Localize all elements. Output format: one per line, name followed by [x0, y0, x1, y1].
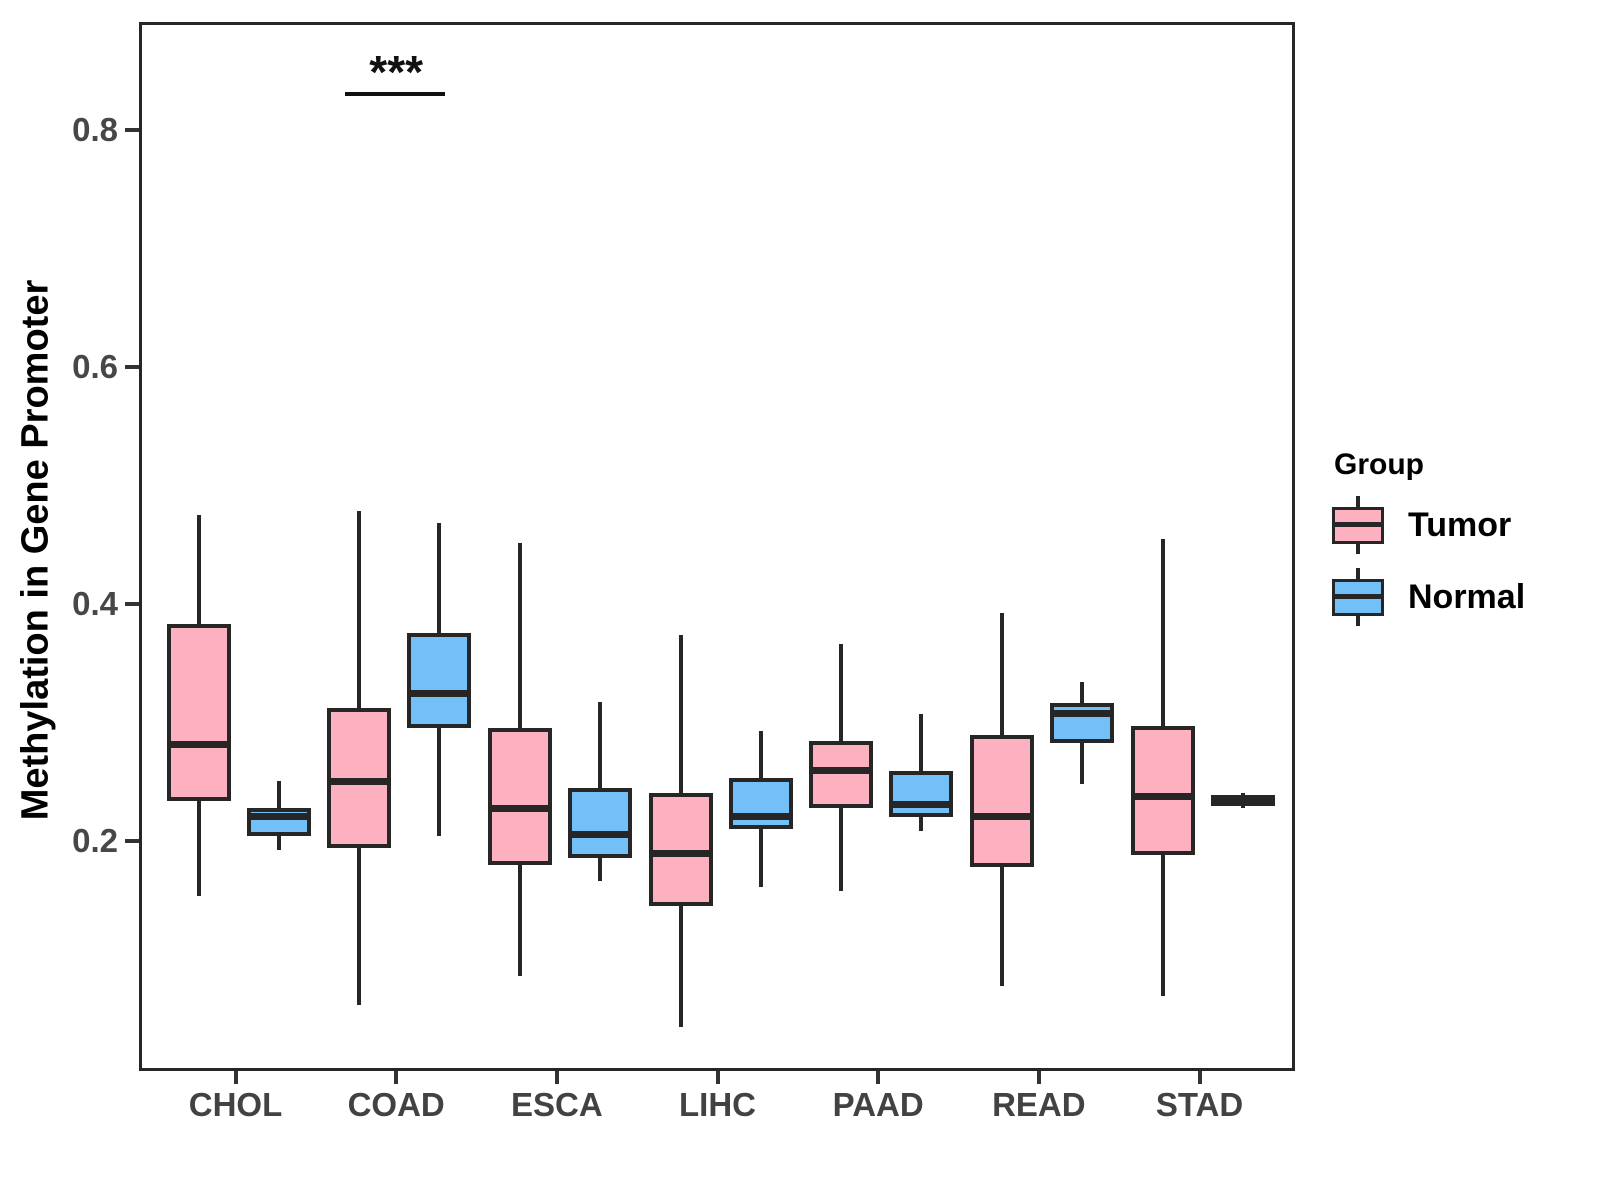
x-tick-label: LIHC — [679, 1086, 756, 1123]
box-ESCA-tumor — [487, 727, 552, 866]
median-READ-normal — [1049, 710, 1114, 718]
box-PAAD-normal — [889, 770, 954, 817]
median-LIHC-normal — [728, 813, 793, 821]
y-tick-label: 0.4 — [72, 584, 118, 622]
legend: Group Tumor Normal — [1332, 448, 1525, 640]
legend-item-label: Tumor — [1408, 505, 1512, 544]
x-tick-mark — [1197, 1071, 1202, 1084]
box-COAD-normal — [407, 633, 472, 728]
median-STAD-tumor — [1130, 793, 1195, 801]
x-tick-label: STAD — [1155, 1086, 1244, 1123]
median-READ-tumor — [969, 813, 1034, 821]
median-CHOL-normal — [246, 813, 311, 821]
median-ESCA-normal — [567, 831, 632, 839]
y-tick-label: 0.6 — [72, 347, 118, 385]
box-LIHC-tumor — [648, 793, 713, 906]
key-median — [1332, 594, 1384, 599]
median-ESCA-tumor — [487, 804, 552, 812]
legend-item-normal: Normal — [1332, 568, 1525, 626]
y-tick-label: 0.8 — [72, 110, 118, 148]
y-tick-mark — [125, 601, 139, 606]
x-tick-label: ESCA — [510, 1086, 603, 1123]
box-CHOL-tumor — [166, 623, 231, 802]
median-LIHC-tumor — [648, 850, 713, 858]
x-tick-mark — [233, 1071, 238, 1084]
box-PAAD-tumor — [809, 740, 874, 809]
box-CHOL-normal — [246, 808, 311, 836]
median-STAD-normal — [1210, 796, 1275, 804]
box-LIHC-normal — [728, 777, 793, 829]
box-STAD-tumor — [1130, 725, 1195, 855]
x-tick-label: PAAD — [832, 1086, 924, 1123]
median-COAD-tumor — [327, 777, 392, 785]
normal-boxplot-key-icon — [1332, 568, 1384, 626]
y-tick-label: 0.2 — [72, 822, 118, 860]
box-READ-normal — [1049, 702, 1114, 744]
legend-title: Group — [1334, 448, 1424, 481]
box-ESCA-normal — [567, 788, 632, 859]
y-tick-mark — [125, 364, 139, 369]
x-tick-label: COAD — [347, 1086, 445, 1123]
significance-stars: *** — [369, 45, 424, 98]
x-tick-mark — [715, 1071, 720, 1084]
box-READ-tumor — [969, 735, 1034, 867]
median-CHOL-tumor — [166, 740, 231, 748]
plot-panel — [139, 22, 1295, 1071]
median-PAAD-tumor — [809, 767, 874, 775]
legend-item-tumor: Tumor — [1332, 496, 1525, 554]
x-tick-mark — [876, 1071, 881, 1084]
y-tick-mark — [125, 839, 139, 844]
y-tick-mark — [125, 127, 139, 132]
x-tick-label: CHOL — [188, 1086, 283, 1123]
key-median — [1332, 522, 1384, 527]
x-tick-mark — [394, 1071, 399, 1084]
median-PAAD-normal — [889, 801, 954, 809]
significance-bar — [345, 91, 446, 96]
x-tick-mark — [1036, 1071, 1041, 1084]
median-COAD-normal — [407, 690, 472, 697]
x-tick-mark — [554, 1071, 559, 1084]
box-COAD-tumor — [327, 707, 392, 848]
x-tick-label: READ — [992, 1086, 1086, 1123]
legend-item-label: Normal — [1408, 577, 1526, 616]
tumor-boxplot-key-icon — [1332, 496, 1384, 554]
